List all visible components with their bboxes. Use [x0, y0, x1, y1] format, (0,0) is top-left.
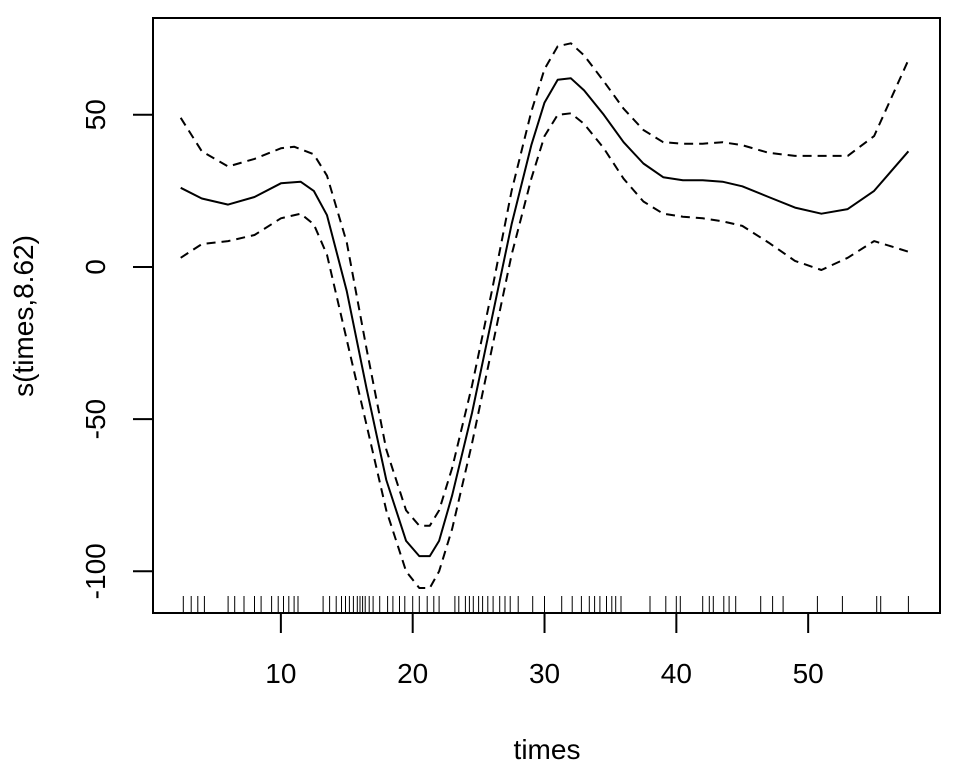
y-tick-label: 50 — [80, 99, 111, 130]
y-tick-label: -100 — [80, 543, 111, 599]
smooth-estimate-line — [180, 77, 910, 558]
x-tick-label: 10 — [265, 658, 296, 689]
confidence-band-line-2 — [180, 112, 909, 589]
x-tick-label: 50 — [793, 658, 824, 689]
x-tick-label: 20 — [397, 658, 428, 689]
x-axis: 10 20 30 40 50 — [265, 612, 824, 689]
y-tick-label: -50 — [80, 399, 111, 439]
rug-layer — [182, 596, 909, 613]
x-tick-label: 40 — [661, 658, 692, 689]
y-tick-label: 0 — [80, 259, 111, 275]
y-axis: -100 -50 0 50 — [80, 99, 154, 599]
x-tick-label: 30 — [529, 658, 560, 689]
x-axis-label: times — [514, 734, 581, 765]
plot-frame — [152, 17, 941, 614]
y-axis-label: s(times,8.62) — [8, 235, 39, 397]
series-layer — [179, 42, 910, 589]
confidence-band-line-1 — [179, 42, 910, 527]
